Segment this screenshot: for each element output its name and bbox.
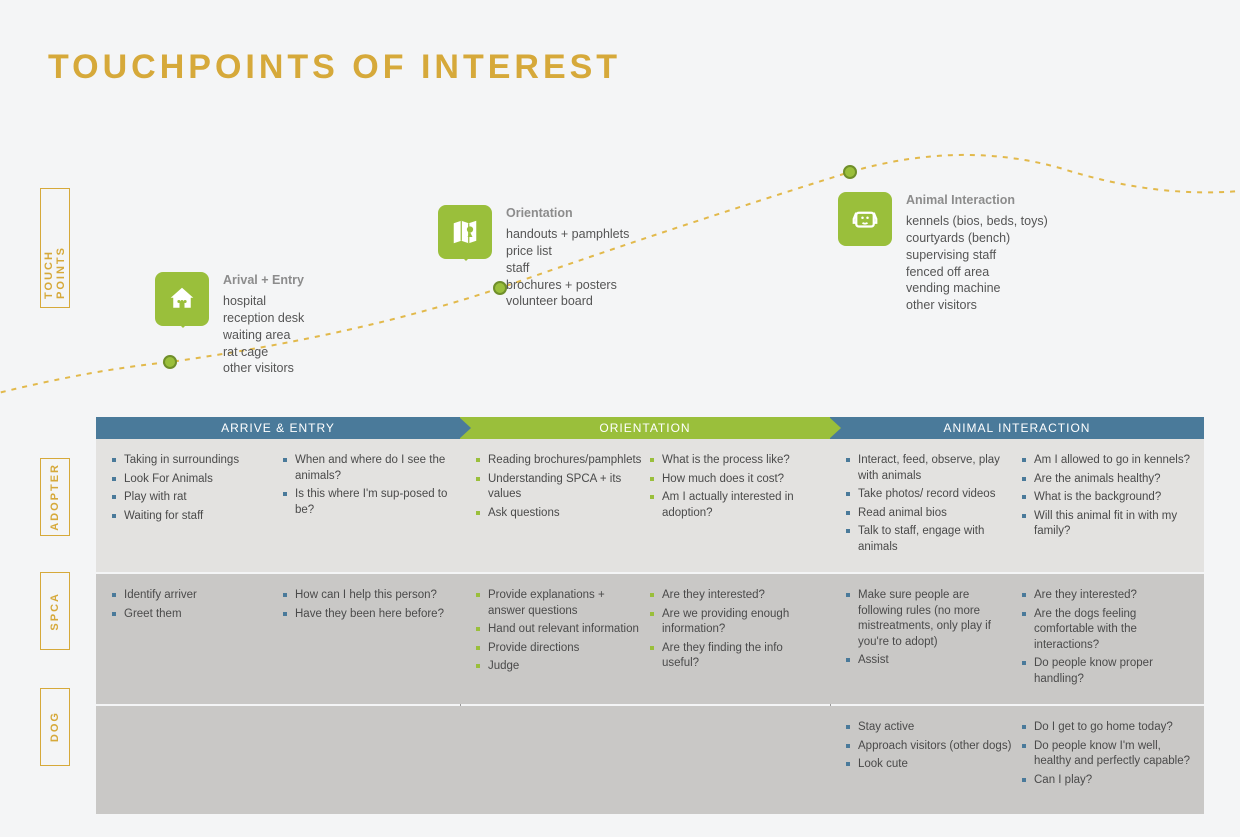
list-item: staff [506,260,629,277]
list-item: Make sure people are following rules (no… [846,588,1016,650]
label-dog: DOG [40,688,70,766]
list-item: other visitors [223,360,304,377]
list-item: When and where do I see the animals? [283,453,448,484]
list: When and where do I see the animals?Is t… [283,453,448,518]
list: Am I allowed to go in kennels? Are the an… [1022,453,1192,540]
list: Interact, feed, observe, play with anima… [846,453,1016,555]
list-item: Are they interested? [1022,588,1192,604]
list: Are they interested? Are the dogs feeling… [1022,588,1192,687]
list-item: Understanding SPCA + its values [476,472,644,503]
list: What is the process like? How much does i… [650,453,818,521]
list-item: Are they interested? [650,588,818,604]
row-dog: Stay active Approach visitors (other dogs… [96,706,1204,814]
list-item: Reading brochures/pamphlets [476,453,644,469]
list-item: waiting area [223,327,304,344]
list-item: vending machine [906,280,1048,297]
phase-interaction: ANIMAL INTERACTION [830,417,1204,439]
list-item: Look cute [846,757,1016,773]
phase-header-bar: ARRIVE & ENTRY ORIENTATION ANIMAL INTERA… [96,417,1204,439]
list-item: Have they been here before? [283,607,448,623]
list-item: courtyards (bench) [906,230,1048,247]
touchpoint-items: kennels (bios, beds, toys)courtyards (be… [906,213,1048,314]
list-item: Are they finding the info useful? [650,641,818,672]
list-item: other visitors [906,297,1048,314]
list: Do I get to go home today? Do people know… [1022,720,1192,788]
list-item: Are we providing enough information? [650,607,818,638]
list-item: Judge [476,659,644,675]
list-item: Identify arriver [112,588,277,604]
list-item: Talk to staff, engage with animals [846,524,1016,555]
list-item: Look For Animals [112,472,277,488]
list-item: Ask questions [476,506,644,522]
list-item: reception desk [223,310,304,327]
touchpoint-heading: Animal Interaction [906,192,1048,209]
list: How can I help this person? Have they bee… [283,588,448,622]
touchpoint-heading: Arival + Entry [223,272,304,289]
list-item: Greet them [112,607,277,623]
list-item: Read animal bios [846,506,1016,522]
page-title: TOUCHPOINTS OF INTEREST [48,48,621,87]
list-item: Waiting for staff [112,509,277,525]
list-item: Taking in surroundings [112,453,277,469]
touchpoint-orientation: Orientation handouts + pamphletsprice li… [438,205,629,310]
list-item: Are the dogs feeling comfortable with th… [1022,607,1192,654]
list-item: Play with rat [112,490,277,506]
touchpoint-heading: Orientation [506,205,629,222]
touchpoint-items: handouts + pamphletsprice liststaffbroch… [506,226,629,310]
list-item: What is the background? [1022,490,1192,506]
list-item: Assist [846,653,1016,669]
list-item: Take photos/ record videos [846,487,1016,503]
list-item: Can I play? [1022,773,1192,789]
list-item: price list [506,243,629,260]
label-spca: SPCA [40,572,70,650]
list-item: Will this animal fit in with my family? [1022,509,1192,540]
list-item: kennels (bios, beds, toys) [906,213,1048,230]
list-item: Am I allowed to go in kennels? [1022,453,1192,469]
list-item: rat cage [223,344,304,361]
list: Provide explanations + answer questions H… [476,588,644,675]
list-item: volunteer board [506,293,629,310]
list-item: Hand out relevant information [476,622,644,638]
list-item: Are the animals healthy? [1022,472,1192,488]
map-icon [438,205,492,259]
phase-orientation: ORIENTATION [460,417,830,439]
touchpoint-arrival: Arival + Entry hospitalreception deskwai… [155,272,304,377]
list-item: How can I help this person? [283,588,448,604]
touchpoint-interaction: Animal Interaction kennels (bios, beds, … [838,192,1048,314]
list-item: Provide directions [476,641,644,657]
row-spca: Identify arriver Greet them How can I hel… [96,574,1204,704]
touchpoints-timeline: Arival + Entry hospitalreception deskwai… [0,130,1240,410]
list-item: Is this where I'm sup-posed to be? [283,487,448,518]
list-item: Provide explanations + answer questions [476,588,644,619]
list: Make sure people are following rules (no… [846,588,1016,669]
list: Identify arriver Greet them [112,588,277,622]
list-item: What is the process like? [650,453,818,469]
list: Taking in surroundings Look For Animals Pl… [112,453,277,524]
list-item: supervising staff [906,247,1048,264]
list: Stay active Approach visitors (other dogs… [846,720,1016,773]
dog-icon [838,192,892,246]
list-item: Do I get to go home today? [1022,720,1192,736]
list-item: Do people know proper handling? [1022,656,1192,687]
list-item: handouts + pamphlets [506,226,629,243]
list-item: fenced off area [906,264,1048,281]
list-item: brochures + posters [506,277,629,294]
journey-grid: Taking in surroundings Look For Animals Pl… [96,439,1204,816]
list: Are they interested? Are we providing eno… [650,588,818,672]
touchpoint-items: hospitalreception deskwaiting arearat ca… [223,293,304,377]
row-adopter: Taking in surroundings Look For Animals Pl… [96,439,1204,572]
list-item: Stay active [846,720,1016,736]
list-item: hospital [223,293,304,310]
list-item: Am I actually interested in adoption? [650,490,818,521]
list-item: How much does it cost? [650,472,818,488]
label-adopter: ADOPTER [40,458,70,536]
list-item: Do people know I'm well, healthy and per… [1022,739,1192,770]
phase-arrive: ARRIVE & ENTRY [96,417,460,439]
home-icon [155,272,209,326]
list: Reading brochures/pamphlets Understanding… [476,453,644,521]
list-item: Interact, feed, observe, play with anima… [846,453,1016,484]
list-item: Approach visitors (other dogs) [846,739,1016,755]
